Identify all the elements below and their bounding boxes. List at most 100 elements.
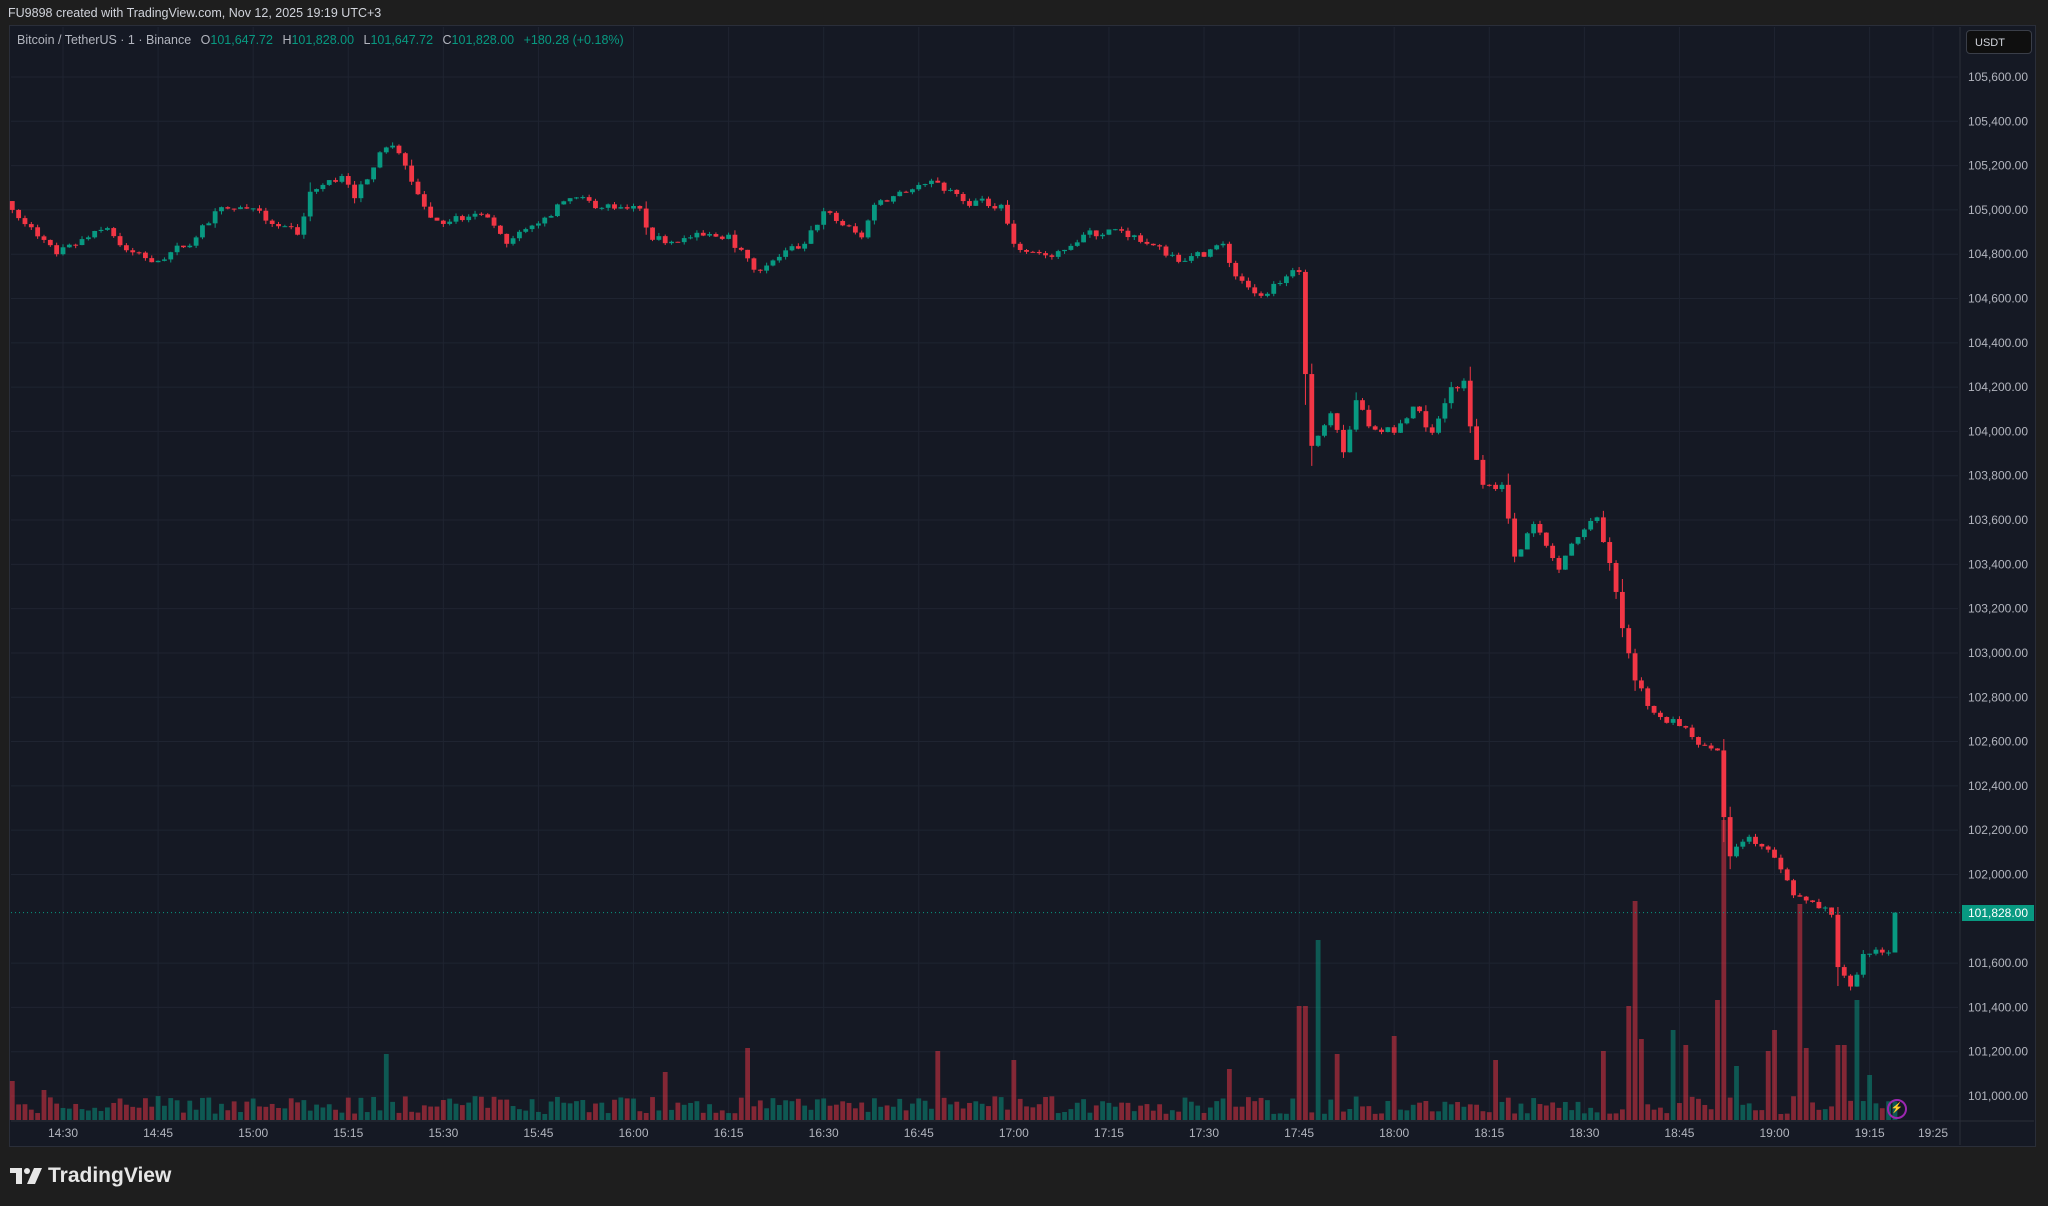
candle-body xyxy=(1436,418,1441,433)
volume-bar xyxy=(998,1097,1004,1120)
volume-bar xyxy=(200,1097,205,1120)
candle-body xyxy=(1315,435,1321,446)
candle-body xyxy=(1759,843,1765,847)
time-tick-label: 19:15 xyxy=(1855,1126,1885,1140)
candle-body xyxy=(92,230,98,238)
price-tick-label: 102,600.00 xyxy=(1968,735,2028,749)
candle-body xyxy=(1106,229,1112,235)
volume-bar xyxy=(1144,1104,1150,1120)
symbol-title[interactable]: Bitcoin / TetherUS · 1 · Binance xyxy=(17,33,192,47)
candle-body xyxy=(1220,243,1226,246)
candle-body xyxy=(1531,524,1537,534)
candle-body xyxy=(168,252,174,260)
candle-body xyxy=(593,200,598,209)
candle-body xyxy=(941,182,947,191)
chart-pane[interactable] xyxy=(9,25,2036,1147)
candle-body xyxy=(605,204,611,208)
volume-bar xyxy=(276,1107,281,1120)
volume-bar xyxy=(1505,1097,1511,1120)
price-tick-label: 101,600.00 xyxy=(1968,956,2028,970)
volume-bar xyxy=(1645,1104,1651,1120)
candle-body xyxy=(624,207,630,209)
candle-body xyxy=(764,265,770,271)
volume-bar xyxy=(1626,1006,1632,1120)
volume-bar xyxy=(1518,1103,1524,1120)
volume-bar xyxy=(941,1097,947,1120)
candle-body xyxy=(707,234,712,236)
volume-bar xyxy=(491,1096,497,1120)
volume-bar xyxy=(884,1105,890,1120)
candle-body xyxy=(567,198,573,202)
volume-bar xyxy=(85,1110,91,1120)
candle-body xyxy=(1233,262,1239,277)
candle-body xyxy=(948,189,953,191)
price-tick-label: 102,400.00 xyxy=(1968,779,2028,793)
volume-bar xyxy=(339,1112,345,1120)
candle-body xyxy=(929,180,934,185)
volume-bar xyxy=(47,1097,53,1120)
candle-body xyxy=(713,234,719,237)
lightning-alert-icon[interactable]: ⚡ xyxy=(1887,1099,1907,1119)
candle-body xyxy=(1696,737,1701,745)
candle-body xyxy=(1518,549,1524,557)
volume-bar xyxy=(802,1105,808,1120)
volume-bar xyxy=(688,1102,693,1120)
candle-body xyxy=(85,237,91,240)
volume-bar xyxy=(1734,1066,1739,1120)
volume-bar xyxy=(656,1110,662,1120)
candle-body xyxy=(491,217,497,226)
volume-bar xyxy=(206,1097,212,1120)
volume-bar xyxy=(681,1104,687,1120)
candle-body xyxy=(1727,817,1733,857)
volume-bar xyxy=(212,1113,218,1120)
volume-bar xyxy=(1277,1113,1283,1120)
volume-bar xyxy=(631,1098,636,1120)
candle-body xyxy=(846,225,852,227)
candle-body xyxy=(973,200,979,206)
tradingview-logo[interactable]: TradingView xyxy=(10,1164,171,1188)
volume-bar xyxy=(1081,1099,1086,1120)
volume-bar xyxy=(263,1106,269,1120)
candle-body xyxy=(307,191,313,217)
volume-bar xyxy=(1759,1110,1765,1120)
candle-body xyxy=(447,221,453,224)
volume-bar xyxy=(1017,1098,1023,1120)
volume-bar xyxy=(1556,1107,1562,1120)
time-tick-label: 16:00 xyxy=(618,1126,648,1140)
volume-bar xyxy=(181,1112,186,1120)
time-tick-label: 14:45 xyxy=(143,1126,173,1140)
price-tick-label: 103,600.00 xyxy=(1968,513,2028,527)
volume-bar xyxy=(415,1112,421,1120)
volume-bar xyxy=(364,1112,370,1120)
volume-bar xyxy=(1632,901,1638,1120)
candle-body xyxy=(1093,230,1099,237)
candle-body xyxy=(922,184,928,186)
volume-bar xyxy=(973,1101,979,1120)
candle-body xyxy=(992,206,998,209)
volume-bar xyxy=(1068,1109,1074,1120)
candle-body xyxy=(466,216,472,221)
candle-body xyxy=(821,211,827,225)
volume-bar xyxy=(1499,1101,1505,1120)
candle-body xyxy=(1226,243,1232,263)
candle-body xyxy=(1207,249,1213,257)
volume-bar xyxy=(1689,1096,1695,1120)
volume-bar xyxy=(574,1101,579,1120)
candle-body xyxy=(586,197,592,201)
candle-body xyxy=(517,231,522,239)
volume-bar xyxy=(1353,1096,1359,1120)
volume-bar xyxy=(358,1097,364,1120)
candle-body xyxy=(1360,400,1365,410)
candle-body xyxy=(1467,380,1473,427)
volume-bar xyxy=(1322,1113,1327,1120)
candle-body xyxy=(859,232,865,238)
candle-body xyxy=(1822,907,1828,909)
time-tick-label: 19:25 xyxy=(1918,1126,1948,1140)
candle-body xyxy=(852,226,858,233)
candle-body xyxy=(1201,252,1207,257)
volume-bar xyxy=(916,1098,922,1120)
candle-body xyxy=(1372,426,1378,430)
currency-selector[interactable]: USDT xyxy=(1966,30,2032,54)
volume-bar xyxy=(1062,1111,1067,1120)
